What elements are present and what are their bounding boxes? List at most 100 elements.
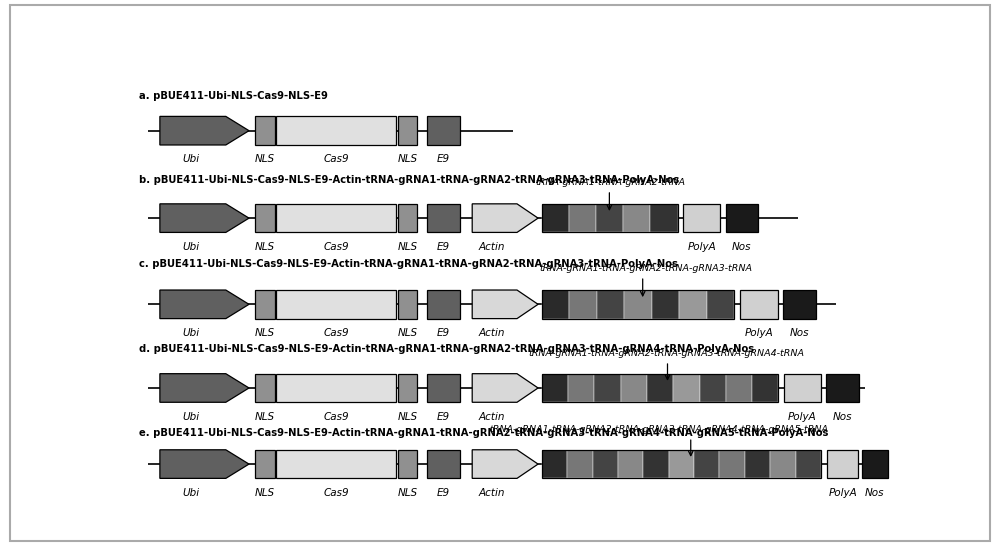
Text: E9: E9 [437,154,450,164]
Text: Cas9: Cas9 [323,412,349,422]
Bar [669,450,694,478]
Bar [862,450,888,478]
Polygon shape [160,116,249,145]
Bar [652,290,679,319]
Bar [594,373,621,402]
Text: Nos: Nos [833,412,852,422]
Bar [568,373,594,402]
Text: Cas9: Cas9 [323,488,349,497]
Bar [276,373,396,402]
Bar [643,450,669,478]
Bar [673,373,700,402]
Bar [569,204,596,233]
Bar [694,450,719,478]
Bar [542,204,678,233]
Text: d. pBUE411-Ubi-NLS-Cas9-NLS-E9-Actin-tRNA-gRNA1-tRNA-gRNA2-tRNA-gRNA3-tRNA-gRNA4: d. pBUE411-Ubi-NLS-Cas9-NLS-E9-Actin-tRN… [139,344,754,354]
Bar [276,204,396,233]
Bar [597,290,624,319]
Bar [679,290,707,319]
Bar [542,290,569,319]
Text: Actin: Actin [479,328,505,338]
Bar [276,116,396,145]
Text: PolyA: PolyA [687,242,716,252]
Bar [276,290,396,319]
Polygon shape [472,204,538,233]
Text: E9: E9 [437,488,450,497]
Text: Cas9: Cas9 [323,328,349,338]
Text: tRNA-gRNA1-tRNA-gRNA2-tRNA-gRNA3-tRNA-gRNA4-tRNA-gRNA5-tRNA: tRNA-gRNA1-tRNA-gRNA2-tRNA-gRNA3-tRNA-gR… [489,425,828,434]
Polygon shape [160,290,249,319]
Bar [567,450,593,478]
Bar [593,450,618,478]
Polygon shape [472,290,538,319]
Text: E9: E9 [437,242,450,252]
Text: Ubi: Ubi [183,488,200,497]
Text: NLS: NLS [255,412,275,422]
Text: Cas9: Cas9 [323,242,349,252]
Bar [255,450,275,478]
Bar [427,204,460,233]
Text: Actin: Actin [479,242,505,252]
Bar [255,290,275,319]
Text: Ubi: Ubi [183,412,200,422]
Text: NLS: NLS [397,488,418,497]
Text: Ubi: Ubi [183,328,200,338]
Text: NLS: NLS [255,154,275,164]
Bar [542,373,778,402]
Text: tRNA-gRNA1-tRNA-gRNA2-tRNA-gRNA3-tRNA-gRNA4-tRNA: tRNA-gRNA1-tRNA-gRNA2-tRNA-gRNA3-tRNA-gR… [528,349,804,358]
Text: Nos: Nos [732,242,752,252]
Bar [427,450,460,478]
Bar [569,290,597,319]
Bar [752,373,778,402]
Text: NLS: NLS [397,328,418,338]
Bar [427,290,460,319]
Text: a. pBUE411-Ubi-NLS-Cas9-NLS-E9: a. pBUE411-Ubi-NLS-Cas9-NLS-E9 [139,91,328,101]
Text: NLS: NLS [255,242,275,252]
Bar [770,450,796,478]
Bar [542,450,821,478]
Bar [726,204,758,233]
Bar [623,204,650,233]
Bar [621,373,647,402]
Bar [719,450,745,478]
Bar [650,204,678,233]
Text: e. pBUE411-Ubi-NLS-Cas9-NLS-E9-Actin-tRNA-gRNA1-tRNA-gRNA2-tRNA-gRNA3-tRNA-gRNA4: e. pBUE411-Ubi-NLS-Cas9-NLS-E9-Actin-tRN… [139,428,828,437]
Bar [542,373,568,402]
Bar [624,290,652,319]
Bar [398,204,417,233]
Bar [542,450,567,478]
Bar [784,373,821,402]
Bar [255,204,275,233]
Bar [596,204,623,233]
Text: Cas9: Cas9 [323,154,349,164]
Polygon shape [160,450,249,478]
Bar [398,290,417,319]
Bar [740,290,778,319]
Bar [542,204,569,233]
Text: Actin: Actin [479,488,505,497]
Text: PolyA: PolyA [745,328,773,338]
Text: NLS: NLS [255,488,275,497]
Bar [783,290,816,319]
Bar [826,373,859,402]
Text: NLS: NLS [397,412,418,422]
Text: c. pBUE411-Ubi-NLS-Cas9-NLS-E9-Actin-tRNA-gRNA1-tRNA-gRNA2-tRNA-gRNA3-tRNA-PolyA: c. pBUE411-Ubi-NLS-Cas9-NLS-E9-Actin-tRN… [139,259,678,269]
Bar [398,450,417,478]
Bar [726,373,752,402]
Bar [276,450,396,478]
Bar [683,204,720,233]
Text: tRNA-gRNA1-tRNA-gRNA2-tRNA-gRNA3-tRNA: tRNA-gRNA1-tRNA-gRNA2-tRNA-gRNA3-tRNA [540,264,753,273]
Bar [700,373,726,402]
Text: Nos: Nos [865,488,885,497]
Bar [707,290,734,319]
Bar [745,450,770,478]
Text: E9: E9 [437,412,450,422]
Bar [827,450,858,478]
Bar [796,450,821,478]
Bar [398,116,417,145]
Text: Ubi: Ubi [183,154,200,164]
Bar [427,116,460,145]
Polygon shape [160,204,249,233]
Text: Actin: Actin [479,412,505,422]
Polygon shape [472,450,538,478]
